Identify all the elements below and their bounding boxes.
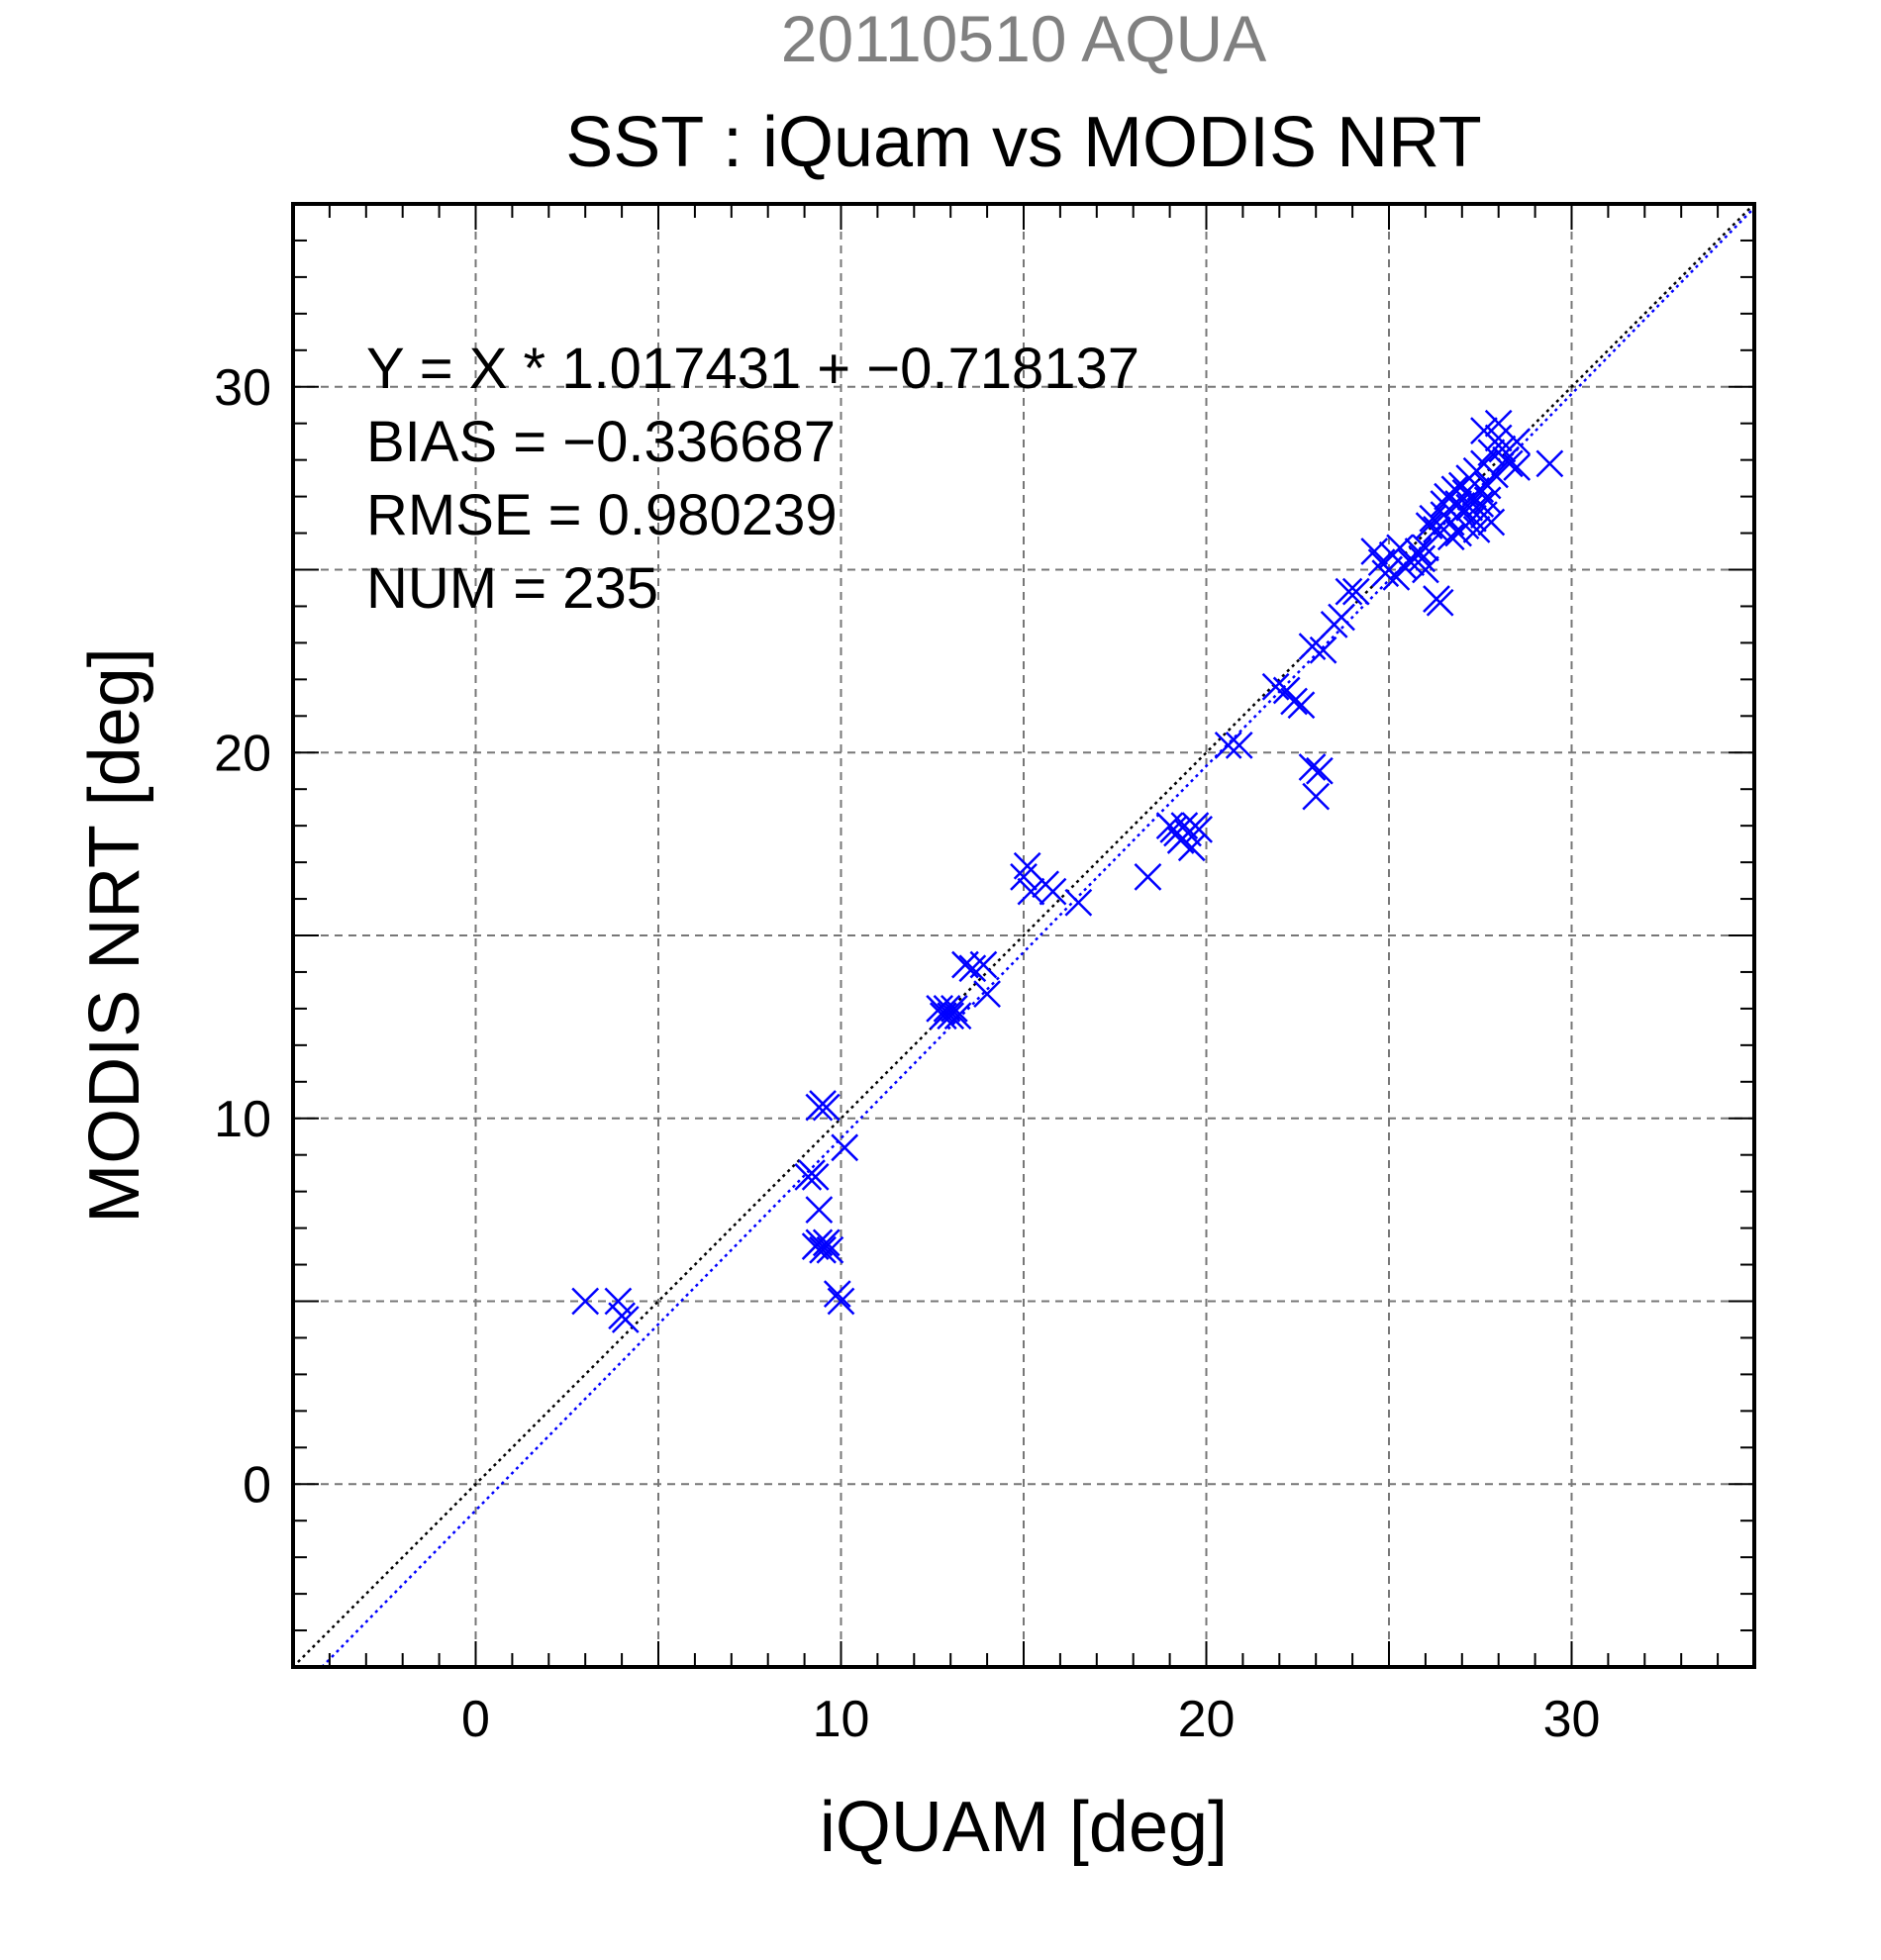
data-point [1535, 449, 1564, 478]
fit-line [321, 207, 1755, 1668]
num-stat: NUM = 235 [366, 556, 658, 621]
data-point [801, 1162, 830, 1191]
chart-title: SST : iQuam vs MODIS NRT [565, 103, 1482, 182]
data-point [809, 1235, 837, 1264]
data-point [1341, 577, 1370, 606]
data-point [1458, 504, 1487, 533]
data-point [1225, 731, 1253, 759]
grid [293, 204, 1754, 1667]
data-point [1214, 731, 1242, 759]
data-point [1503, 428, 1532, 456]
y-axis-label: MODIS NRT [deg] [75, 647, 154, 1224]
data-point [1010, 862, 1038, 891]
data-point [937, 1002, 965, 1030]
x-tick-label: 30 [1543, 1691, 1601, 1748]
data-point [1404, 538, 1433, 565]
data-point [1335, 577, 1363, 606]
x-tick-label: 0 [461, 1691, 490, 1748]
data-points [571, 409, 1564, 1333]
regression-equation: Y = X * 1.017431 + −0.718137 [366, 337, 1139, 401]
one-to-one-line [292, 203, 1755, 1668]
data-point [823, 1280, 851, 1308]
data-point [1280, 687, 1308, 716]
data-point [1328, 603, 1355, 632]
data-point [1477, 508, 1506, 537]
y-tick-label: 10 [214, 1091, 271, 1148]
data-point [973, 980, 1001, 1009]
data-point [1185, 815, 1214, 843]
chart-supertitle: 20110510 AQUA [781, 2, 1267, 75]
data-point [1488, 435, 1517, 463]
data-point [1298, 753, 1327, 781]
data-point [969, 950, 998, 979]
data-point [1309, 636, 1337, 664]
data-point [611, 1306, 640, 1333]
data-point [1455, 493, 1484, 522]
data-point [1064, 888, 1093, 917]
data-point [1017, 877, 1045, 906]
y-tick-label: 20 [214, 725, 271, 782]
data-point [1484, 424, 1513, 452]
data-point [1466, 490, 1495, 518]
data-point [1306, 756, 1334, 785]
axis-ticks [292, 203, 1755, 1668]
data-point [958, 954, 987, 983]
data-point [1426, 588, 1454, 617]
reference-lines [292, 203, 1755, 1668]
data-point [1412, 555, 1439, 584]
data-point [1495, 449, 1524, 478]
data-point [571, 1287, 600, 1316]
rmse-stat: RMSE = 0.980239 [366, 483, 838, 547]
x-tick-label: 10 [813, 1691, 870, 1748]
data-point [1039, 877, 1067, 906]
data-point [940, 995, 968, 1023]
data-point [1134, 862, 1162, 891]
data-point [1261, 672, 1290, 701]
data-point [1436, 523, 1465, 551]
data-point [1302, 782, 1331, 811]
x-tick-label: 20 [1178, 1691, 1236, 1748]
data-point [943, 1002, 972, 1030]
tick-labels: 0 10 20 30 0 10 20 30 [214, 359, 1600, 1748]
data-point [805, 1196, 834, 1225]
data-point [1298, 633, 1327, 660]
data-point [1503, 453, 1532, 481]
x-axis-label: iQUAM [deg] [820, 1788, 1228, 1867]
data-point [827, 1287, 855, 1316]
stats-box: Y = X * 1.017431 + −0.718137 BIAS = −0.3… [366, 337, 1139, 621]
data-point [1287, 691, 1316, 720]
data-point [1386, 534, 1414, 562]
bias-stat: BIAS = −0.336687 [366, 410, 836, 474]
y-tick-label: 30 [214, 359, 271, 417]
data-point [816, 1235, 844, 1264]
data-point [1462, 515, 1491, 543]
data-point [1408, 544, 1436, 573]
data-point [812, 1093, 841, 1122]
data-point [831, 1133, 859, 1162]
data-point [1481, 460, 1509, 489]
data-point [812, 1228, 841, 1257]
y-tick-label: 0 [243, 1456, 271, 1514]
